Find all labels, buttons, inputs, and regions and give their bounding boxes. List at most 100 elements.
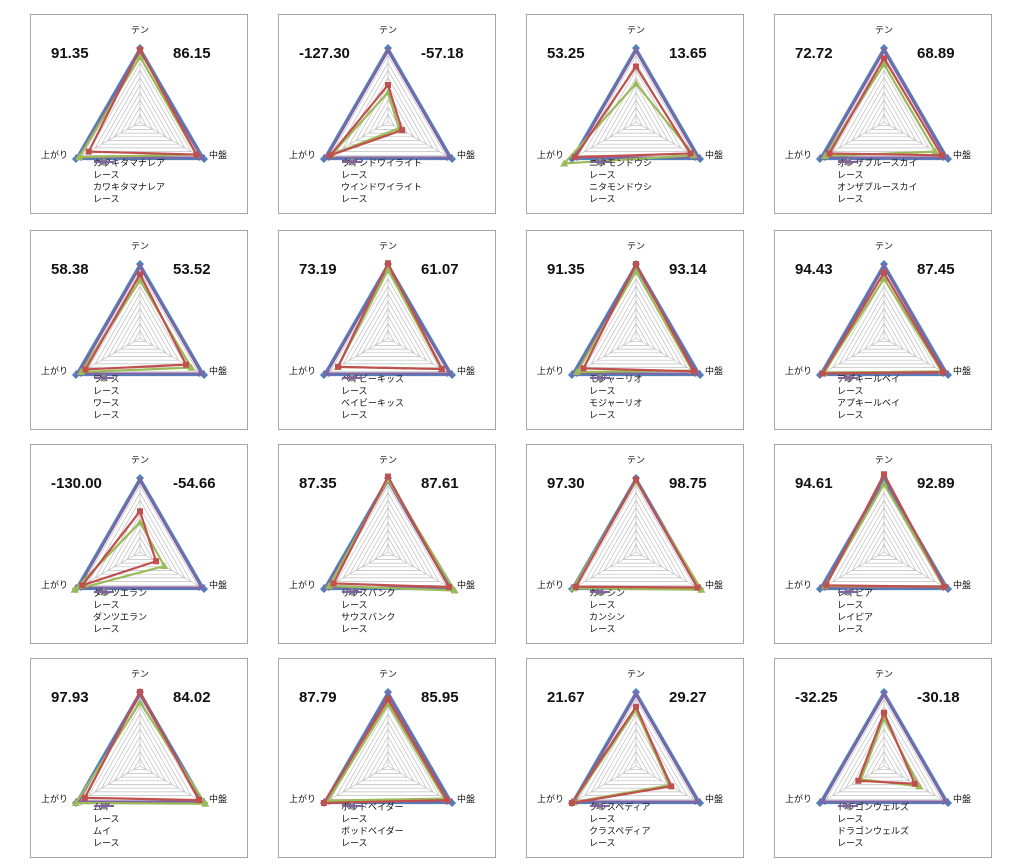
legend-entry: レース: [341, 802, 404, 825]
series-line: [582, 262, 695, 373]
series-line: [574, 65, 692, 159]
axis-label: 中盤: [457, 794, 476, 804]
series-line: [326, 702, 446, 802]
radar-svg: [567, 260, 705, 379]
series-line: [818, 690, 950, 805]
series-point: [880, 47, 888, 55]
legend-label: レイピア: [837, 612, 874, 622]
radar-svg: [815, 260, 953, 379]
grid-ring: [88, 492, 192, 582]
legend-entry: レース: [837, 374, 900, 397]
grid-ring: [622, 106, 650, 130]
left-value: 97.30: [547, 475, 585, 492]
grid-ring: [380, 543, 396, 557]
legend-entry: ドラゴンウェルズ: [837, 802, 909, 837]
grid-ring: [609, 307, 663, 354]
series-line: [329, 83, 404, 157]
left-value: 73.19: [299, 261, 337, 278]
series-point: [320, 800, 327, 806]
series-point: [137, 271, 143, 278]
legend-label: レース: [837, 600, 864, 610]
series-line: [322, 262, 454, 377]
legend-label: ボッドベイダー: [341, 826, 404, 836]
series-line: [73, 521, 166, 591]
grid-ring: [361, 521, 415, 568]
legend-swatch: [342, 158, 362, 166]
legend-entry: ダンツエラン: [93, 588, 147, 623]
left-value: 91.35: [547, 261, 585, 278]
grid-ring: [628, 329, 644, 343]
radar-svg: [815, 44, 953, 163]
series-point: [136, 698, 144, 706]
right-value: 84.02: [173, 689, 211, 706]
axis-label: 上がり: [537, 794, 565, 804]
axis-label: 上がり: [785, 794, 813, 804]
legend-label: レース: [341, 624, 368, 634]
legend-entry: レース: [341, 802, 404, 849]
grid-ring: [342, 713, 434, 793]
legend-label: ウインドワイライト: [341, 158, 423, 168]
series-point: [633, 63, 639, 70]
series-point: [881, 709, 887, 716]
series-point: [880, 274, 888, 282]
legend: ドラゴンウェルズ レース ドラゴンウェルズ レース: [837, 801, 909, 849]
right-value: 13.65: [669, 45, 707, 62]
grid-ring: [100, 292, 180, 361]
grid-ring: [876, 329, 892, 343]
radar-svg: [815, 688, 953, 807]
series-line: [83, 690, 201, 802]
legend-label: レース: [837, 624, 864, 634]
grid-ring: [107, 300, 173, 357]
right-value: 86.15: [173, 45, 211, 62]
legend: ベイビーキッス レース ベイビーキッス レース: [341, 373, 404, 421]
series-point: [136, 518, 144, 526]
legend-label: アプキールベイ: [837, 398, 901, 408]
series-point: [880, 60, 888, 68]
left-value: 58.38: [51, 261, 89, 278]
grid-ring: [844, 76, 924, 145]
legend-swatch: [838, 588, 858, 596]
series-point: [136, 477, 144, 485]
series-point: [815, 799, 824, 807]
series-line: [330, 91, 400, 156]
grid-ring: [336, 62, 440, 152]
grid-ring: [361, 307, 415, 354]
series-point: [855, 777, 862, 784]
series-point: [195, 797, 202, 804]
series-point: [818, 797, 827, 806]
series-point: [815, 155, 824, 163]
legend-label: ドラゴンウェルズ: [837, 802, 910, 812]
axis-label: テン: [875, 25, 894, 35]
legend: オンザブルースカイ レース オンザブルースカイ レース: [837, 157, 918, 205]
axis-label: テン: [131, 25, 150, 35]
legend-label: レース: [589, 410, 616, 420]
radar-svg: [319, 688, 457, 807]
series-line: [327, 478, 456, 592]
grid-ring: [609, 735, 663, 782]
legend-swatch: [94, 802, 114, 810]
grid-ring: [88, 62, 192, 152]
axis-label: 上がり: [41, 794, 69, 804]
axis-label: 上がり: [537, 580, 565, 590]
legend-entry: レース: [837, 374, 900, 421]
legend-swatch: [838, 374, 858, 382]
legend-label: カンシン: [589, 612, 626, 622]
legend-label: レース: [341, 838, 368, 848]
grid-ring: [120, 99, 160, 134]
axis-spoke: [139, 551, 205, 590]
right-value: 87.61: [421, 475, 459, 492]
series-point: [136, 52, 144, 60]
legend-label: レース: [589, 386, 616, 396]
series-point: [187, 363, 196, 371]
legend-swatch: [94, 588, 114, 596]
grid-ring: [348, 720, 428, 789]
legend-label: モジャーリオ: [589, 398, 643, 408]
axis-label: 中盤: [705, 580, 724, 590]
axis-spoke: [323, 765, 389, 804]
grid-ring: [342, 69, 434, 149]
grid-ring: [851, 514, 917, 571]
series-point: [443, 797, 450, 804]
series-point: [136, 276, 144, 284]
radar-svg: [815, 471, 953, 593]
